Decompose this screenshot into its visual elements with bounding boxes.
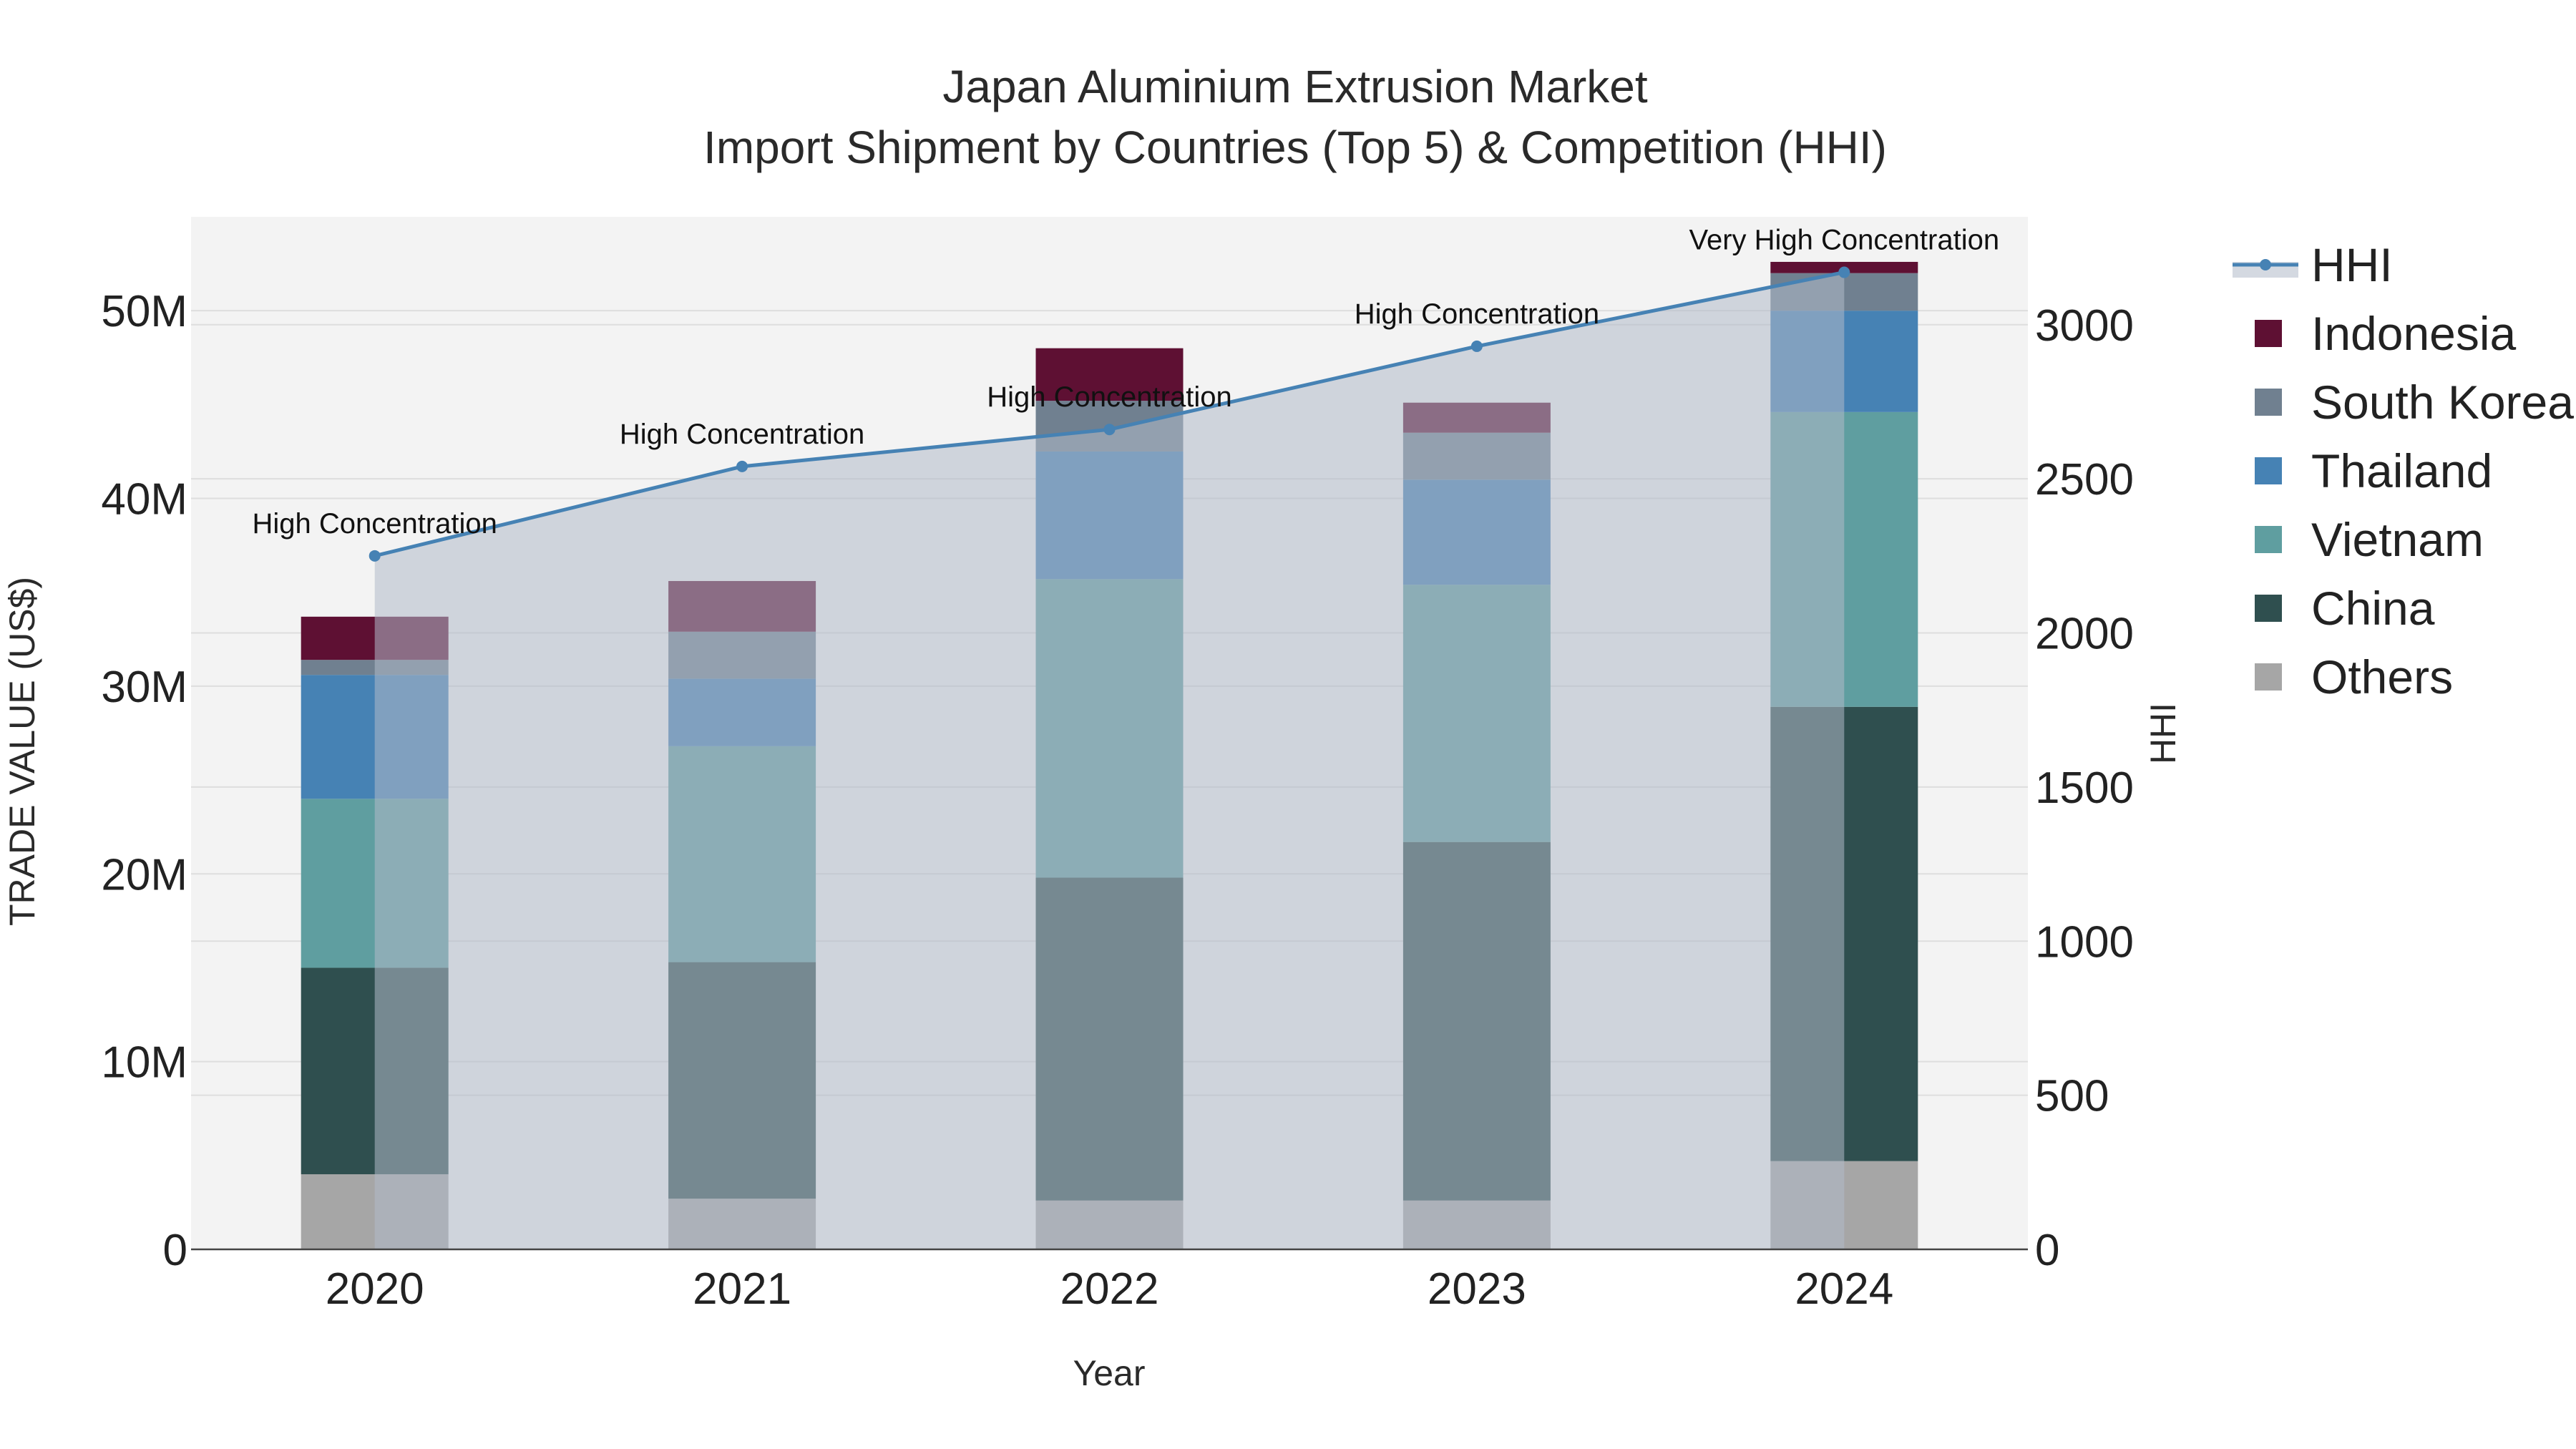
x-tick-label: 2022 — [1060, 1264, 1159, 1314]
x-tick-label: 2023 — [1428, 1264, 1526, 1314]
legend-label-china: China — [2311, 582, 2435, 635]
y2-tick-label: 1500 — [2035, 763, 2134, 813]
y2-tick-label: 2500 — [2035, 455, 2134, 504]
hhi-series: High Concentration High Concentration High… — [252, 225, 2000, 1250]
y2-tick-label: 0 — [2035, 1226, 2059, 1275]
hhi-point-2022 — [1103, 424, 1116, 436]
y-tick-label: 30M — [101, 663, 187, 712]
y-tick-label: 0 — [163, 1226, 187, 1275]
y2-tick-label: 2000 — [2035, 610, 2134, 659]
hhi-point-2023 — [1470, 340, 1483, 352]
bar-indonesia-2022 — [1035, 348, 1184, 401]
x-tick-label: 2021 — [693, 1264, 791, 1314]
y-axis: 0 10M 20M 30M 40M 50M — [101, 287, 187, 1275]
y2-tick-label: 500 — [2035, 1072, 2109, 1121]
y-axis-title: TRADE VALUE (US$) — [2, 577, 42, 926]
hhi-point-2024 — [1838, 266, 1850, 278]
hhi-label-2023: High Concentration — [1355, 298, 1599, 330]
y-tick-label: 40M — [101, 475, 187, 525]
legend-label-south-korea: South Korea — [2311, 376, 2574, 429]
chart-title-line1: Japan Aluminium Extrusion Market — [942, 61, 1648, 112]
y2-axis-title: HHI — [2143, 703, 2183, 764]
x-tick-label: 2024 — [1795, 1264, 1893, 1314]
y2-tick-label: 3000 — [2035, 301, 2134, 351]
legend-swatch-others — [2255, 663, 2282, 691]
y2-axis: 0 500 1000 1500 2000 2500 3000 — [2035, 301, 2134, 1275]
x-tick-label: 2020 — [326, 1264, 424, 1314]
hhi-label-2021: High Concentration — [620, 419, 864, 450]
legend-label-others: Others — [2311, 650, 2453, 703]
legend-swatch-thailand — [2255, 457, 2282, 484]
legend-label-indonesia: Indonesia — [2311, 307, 2517, 360]
hhi-label-2022: High Concentration — [987, 381, 1231, 413]
y-tick-label: 50M — [101, 287, 187, 336]
x-axis-title: Year — [1073, 1353, 1145, 1393]
legend-swatch-hhi-marker — [2260, 259, 2271, 270]
hhi-label-2020: High Concentration — [252, 508, 497, 540]
legend-label-hhi: HHI — [2311, 238, 2393, 291]
legend-swatch-south-korea — [2255, 389, 2282, 416]
legend-label-vietnam: Vietnam — [2311, 513, 2484, 566]
chart-title-line2: Import Shipment by Countries (Top 5) & C… — [703, 122, 1887, 173]
legend-swatch-vietnam — [2255, 526, 2282, 553]
legend: HHI Indonesia South Korea Thailand Vietnam Ch… — [2233, 238, 2574, 703]
x-axis: 2020 2021 2022 2023 2024 — [191, 1248, 2028, 1314]
legend-label-thailand: Thailand — [2311, 444, 2492, 497]
legend-swatch-indonesia — [2255, 320, 2282, 347]
legend-swatch-china — [2255, 595, 2282, 622]
hhi-point-2021 — [736, 460, 748, 472]
y2-tick-label: 1000 — [2035, 917, 2134, 967]
hhi-label-2024: Very High Concentration — [1689, 225, 2000, 256]
y-tick-label: 20M — [101, 850, 187, 899]
y-tick-label: 10M — [101, 1038, 187, 1088]
hhi-area — [374, 272, 1845, 1250]
hhi-point-2020 — [369, 550, 381, 562]
